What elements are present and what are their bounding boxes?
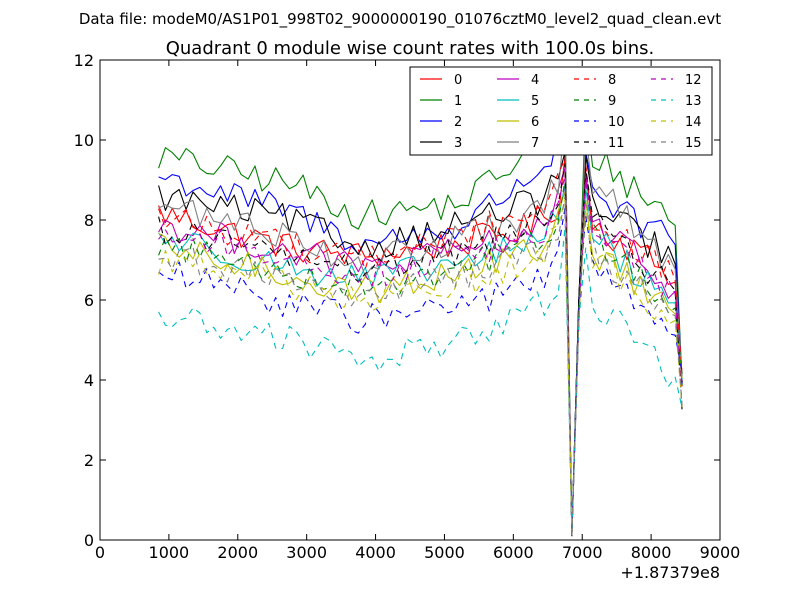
x-offset-label: +1.87379e8 <box>620 563 720 582</box>
series-line-5 <box>158 183 683 536</box>
series-line-9 <box>158 179 683 535</box>
series-line-0 <box>158 155 683 535</box>
legend-label-5: 5 <box>531 94 539 109</box>
series-line-13 <box>158 227 683 534</box>
legend-label-1: 1 <box>454 94 462 109</box>
legend-label-10: 10 <box>608 115 625 130</box>
legend-label-2: 2 <box>454 115 462 130</box>
legend-label-14: 14 <box>685 115 702 130</box>
legend-label-8: 8 <box>608 73 616 88</box>
series-line-12 <box>158 175 683 536</box>
x-tick-label: 9000 <box>700 543 741 562</box>
legend-label-9: 9 <box>608 94 616 109</box>
x-tick-label: 3000 <box>286 543 327 562</box>
legend-box <box>409 66 713 156</box>
x-tick-label: 5000 <box>424 543 465 562</box>
x-tick-label: 6000 <box>493 543 534 562</box>
series-line-4 <box>158 167 683 534</box>
legend-label-7: 7 <box>531 136 539 151</box>
legend-label-0: 0 <box>454 73 462 88</box>
y-tick-label: 6 <box>84 291 94 310</box>
legend-label-15: 15 <box>685 136 702 151</box>
legend-label-13: 13 <box>685 94 702 109</box>
x-tick-label: 1000 <box>149 543 190 562</box>
x-tick-label: 8000 <box>631 543 672 562</box>
x-tick-label: 0 <box>95 543 105 562</box>
series-line-15 <box>158 195 683 536</box>
series-layer <box>158 103 683 537</box>
y-tick-label: 8 <box>84 211 94 230</box>
series-line-7 <box>158 115 683 534</box>
series-line-3 <box>158 151 683 535</box>
legend-label-12: 12 <box>685 73 702 88</box>
legend-label-11: 11 <box>608 136 625 151</box>
legend-label-6: 6 <box>531 115 539 130</box>
ticks-layer: 0 1000 2000 3000 4000 5000 6000 7000 8000 9000 0 2 4… <box>74 51 741 562</box>
series-line-11 <box>158 163 683 537</box>
series-line-10 <box>158 207 683 534</box>
chart-title: Quadrant 0 module wise count rates with … <box>166 38 655 59</box>
series-line-2 <box>158 130 683 536</box>
series-line-8 <box>158 159 683 537</box>
y-tick-label: 2 <box>84 451 94 470</box>
chart-suptitle: Data file: modeM0/AS1P01_998T02_90000001… <box>79 10 721 29</box>
y-tick-label: 4 <box>84 371 94 390</box>
x-tick-label: 4000 <box>355 543 396 562</box>
y-tick-label: 12 <box>74 51 94 70</box>
series-line-6 <box>158 191 683 535</box>
series-line-14 <box>158 199 683 533</box>
legend-label-3: 3 <box>454 136 462 151</box>
series-line-1 <box>158 103 683 533</box>
x-tick-label: 2000 <box>217 543 258 562</box>
y-tick-label: 10 <box>74 131 94 150</box>
y-tick-label: 0 <box>84 531 94 550</box>
legend-label-4: 4 <box>531 73 539 88</box>
x-tick-label: 7000 <box>562 543 603 562</box>
